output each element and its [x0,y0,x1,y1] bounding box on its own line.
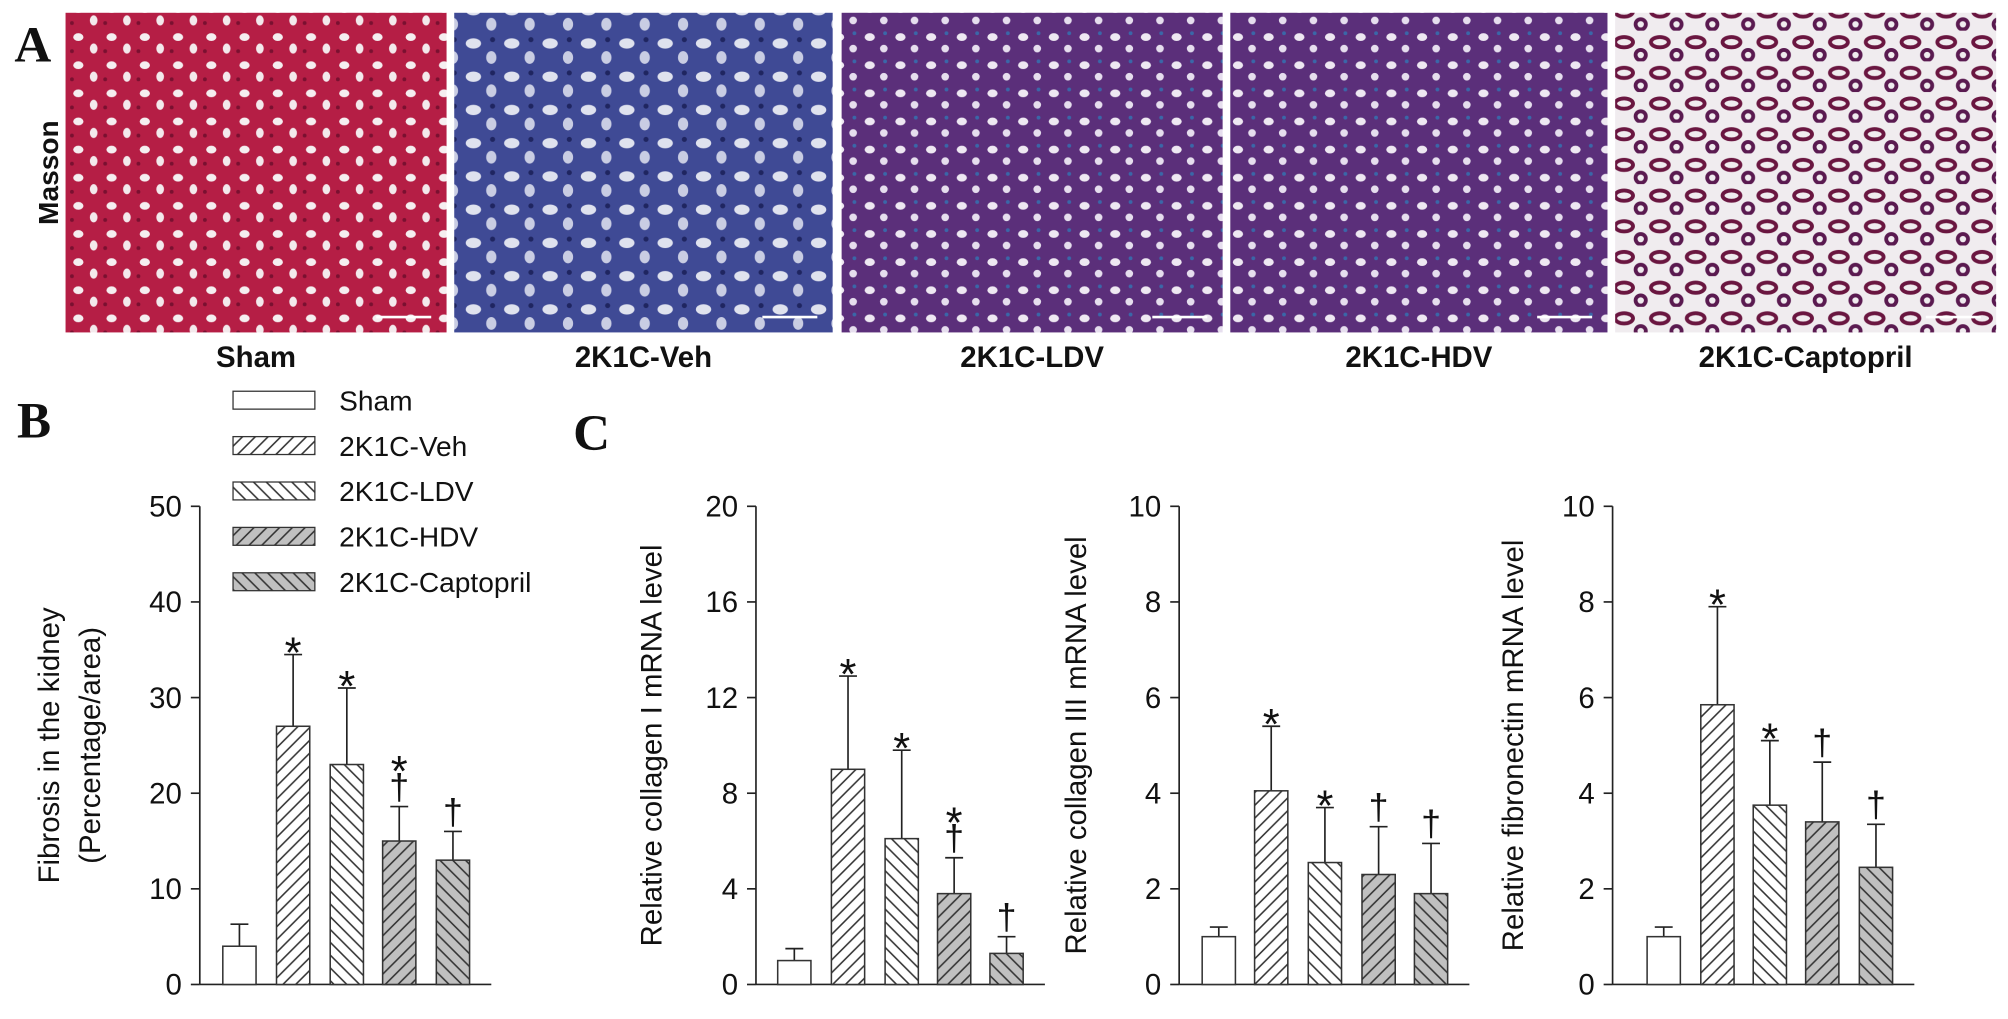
bar [1413,892,1449,986]
bar [1307,861,1343,986]
image-caption: 2K1C-HDV [1345,341,1492,374]
panel-label: B [17,392,51,449]
significance-mark: * [1761,715,1778,763]
bar [1700,703,1735,986]
image-caption: 2K1C-Veh [575,341,712,374]
significance-mark: * [1263,701,1280,749]
legend-label: Sham [339,385,412,416]
significance-mark: * [1316,782,1333,830]
y-tick-label: 10 [1562,491,1595,524]
y-tick-label: 0 [1578,969,1594,1002]
y-tick-label: 0 [722,969,738,1002]
legend-swatch [232,435,316,456]
micrograph [1230,12,1608,333]
panel-label: C [573,405,610,462]
bar [435,859,471,986]
y-axis-label: Fibrosis in the kidney [33,607,66,883]
y-axis-label: Relative collagen III mRNA level [1060,536,1093,954]
image-caption: 2K1C-LDV [960,341,1104,374]
bar [1752,804,1788,986]
significance-mark: † [389,767,409,807]
bar [1253,790,1289,986]
y-tick-label: 16 [705,586,738,619]
y-tick-label: 2 [1145,873,1161,906]
row-label: Masson [33,120,64,225]
bar [381,840,417,986]
bar [1804,821,1840,986]
significance-mark: † [1421,804,1441,844]
legend-swatch [232,481,316,501]
significance-mark: † [1866,785,1886,825]
y-tick-label: 0 [166,969,182,1002]
significance-mark: † [944,818,964,858]
y-tick-label: 40 [149,586,182,619]
image-caption: Sham [216,341,296,374]
legend-label: 2K1C-Veh [339,431,467,462]
y-tick-label: 4 [1145,777,1161,810]
micrograph [1615,12,1997,333]
bar [1361,873,1397,986]
y-tick-label: 20 [705,491,738,524]
significance-mark: * [285,629,302,677]
significance-mark: † [1812,722,1832,762]
significance-mark: † [1369,787,1389,827]
significance-mark: * [893,725,910,773]
bar [275,725,311,986]
significance-mark: * [391,748,408,796]
bar [989,952,1024,986]
y-tick-label: 10 [149,873,182,906]
bar [329,763,365,986]
y-tick-label: 0 [1145,969,1161,1002]
y-axis-label: (Percentage/area) [74,627,107,864]
y-axis-label: Relative collagen I mRNA level [635,544,668,946]
y-tick-label: 4 [722,873,738,906]
significance-mark: † [443,792,463,832]
legend-swatch [232,572,316,592]
significance-mark: * [840,651,857,699]
bar [222,945,257,986]
y-tick-label: 6 [1145,682,1161,715]
legend-swatch [232,526,316,546]
bar [830,768,866,986]
y-tick-label: 4 [1578,777,1594,810]
legend-label: 2K1C-Captopril [339,567,531,598]
legend-label: 2K1C-LDV [339,476,474,507]
legend-label: 2K1C-HDV [339,522,478,553]
bar [936,892,972,986]
bar [776,959,812,986]
bar [1858,866,1894,986]
bar [1201,935,1237,986]
micrographs [65,12,1997,333]
significance-mark: * [338,663,355,711]
y-tick-label: 10 [1129,491,1162,524]
y-tick-label: 6 [1578,682,1594,715]
y-tick-label: 8 [1578,586,1594,619]
y-tick-label: 8 [722,777,738,810]
micrograph [841,12,1223,333]
y-tick-label: 50 [149,491,182,524]
significance-mark: * [946,799,963,847]
y-axis-label: Relative fibronectin mRNA level [1497,540,1530,952]
significance-mark: * [1709,582,1726,630]
y-tick-label: 20 [149,777,182,810]
micrograph [454,12,833,333]
significance-mark: † [997,897,1017,937]
legend-swatch [232,390,316,410]
y-tick-label: 12 [705,682,738,715]
y-tick-label: 2 [1578,873,1594,906]
y-tick-label: 30 [149,682,182,715]
bar [1646,935,1682,986]
bar [884,837,920,986]
image-caption: 2K1C-Captopril [1699,341,1913,374]
panel-label: A [14,16,51,73]
y-tick-label: 8 [1145,586,1161,619]
micrograph [65,12,447,333]
